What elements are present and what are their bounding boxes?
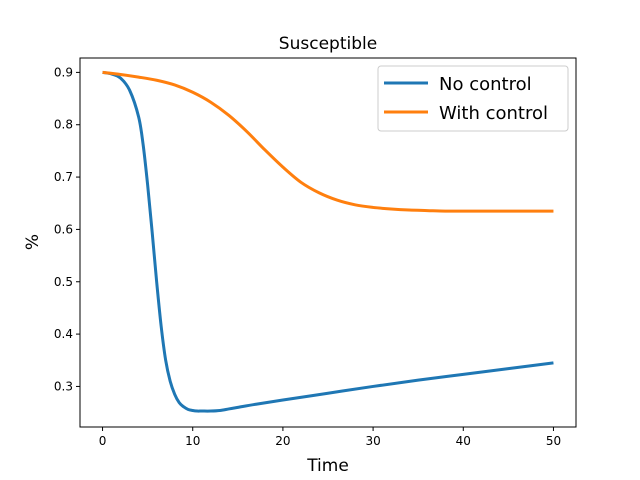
legend-label-with-control: With control — [439, 103, 548, 124]
y-tick-label: 0.9 — [54, 65, 73, 79]
y-tick-label: 0.4 — [54, 327, 73, 341]
plot-area — [102, 70, 554, 413]
series-line-no-control — [102, 70, 554, 413]
x-tick-label: 10 — [185, 434, 200, 448]
x-tick-label: 0 — [99, 434, 107, 448]
x-tick-label: 50 — [546, 434, 561, 448]
y-axis-title: % — [23, 234, 43, 250]
x-tick-label: 30 — [365, 434, 380, 448]
y-tick-label: 0.7 — [54, 170, 73, 184]
axes-frame — [79, 57, 577, 428]
y-tick-label: 0.3 — [54, 379, 73, 393]
y-tick-label: 0.5 — [54, 275, 73, 289]
y-tick-label: 0.6 — [54, 222, 73, 236]
chart-title: Susceptible — [279, 34, 377, 54]
legend-label-no-control: No control — [439, 74, 532, 95]
x-axis-title: Time — [306, 456, 349, 476]
legend: No control With control — [377, 65, 569, 132]
x-tick-label: 20 — [275, 434, 290, 448]
series-line-with-control — [102, 70, 554, 213]
y-tick-label: 0.8 — [54, 118, 73, 132]
x-tick-label: 40 — [456, 434, 471, 448]
